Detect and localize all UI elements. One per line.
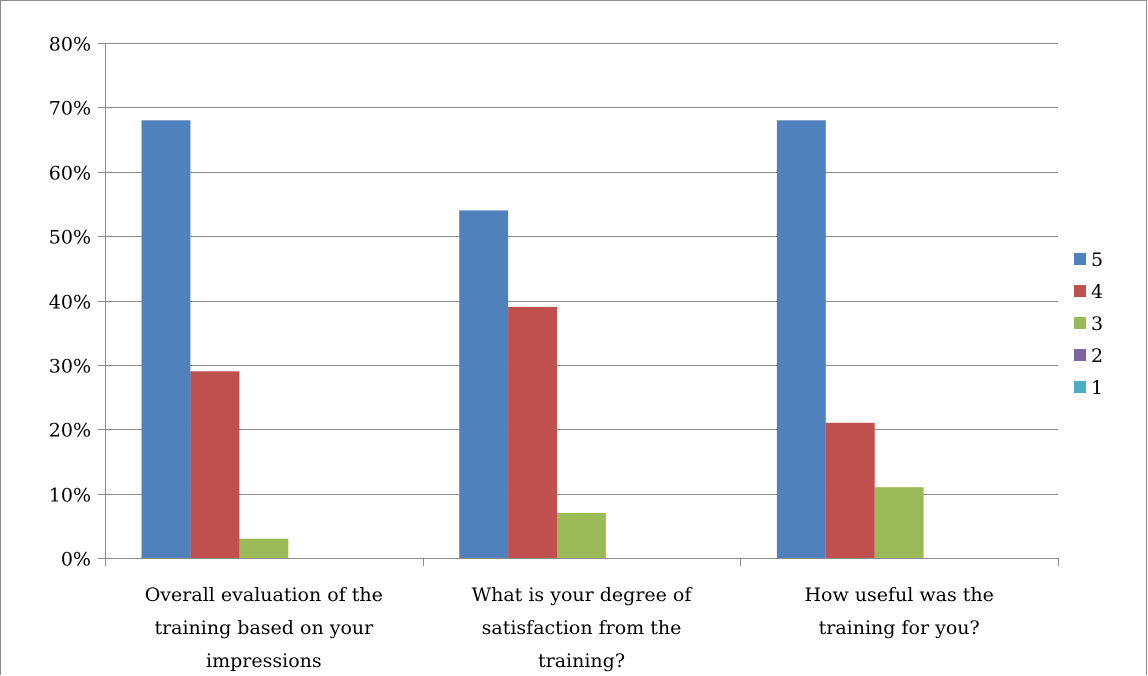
- y-tick-label: 60%: [49, 163, 91, 185]
- y-tick-label: 0%: [61, 549, 91, 571]
- legend-label-2: 2: [1091, 345, 1103, 367]
- x-category-label: How useful was the: [804, 584, 993, 606]
- y-tick-label: 80%: [49, 34, 91, 56]
- bar-series-4-category-3: [825, 422, 875, 558]
- y-tick-label: 20%: [49, 420, 91, 442]
- y-tick-label: 40%: [49, 292, 91, 314]
- bar-series-4-category-2: [508, 306, 557, 558]
- legend-label-1: 1: [1091, 377, 1103, 399]
- x-category-label: Overall evaluation of the: [145, 584, 383, 606]
- bar-series-5-category-3: [776, 120, 826, 559]
- legend-swatch-5: [1074, 253, 1086, 265]
- legend-swatch-2: [1074, 349, 1086, 361]
- bar-series-5-category-2: [459, 210, 509, 558]
- x-category-label: training for you?: [819, 617, 980, 639]
- x-category-label: What is your degree of: [472, 584, 694, 606]
- legend-swatch-4: [1074, 285, 1086, 297]
- bar-series-5-category-1: [141, 120, 191, 559]
- x-category-label: training?: [538, 650, 625, 672]
- y-axis-tick-labels: 0% 10% 20% 30% 40% 50% 60% 70% 80%: [49, 34, 91, 571]
- gridlines: [105, 43, 1058, 495]
- legend-label-5: 5: [1091, 249, 1103, 271]
- x-category-label: training based on your: [154, 617, 374, 639]
- legend-label-4: 4: [1091, 281, 1103, 303]
- bar-series-3-category-3: [874, 487, 924, 558]
- bar-series-4-category-1: [190, 371, 240, 558]
- legend-swatch-1: [1074, 381, 1086, 393]
- legend-label-3: 3: [1091, 313, 1103, 335]
- axes: [98, 43, 1059, 566]
- legend: 5 4 3 2 1: [1074, 249, 1103, 399]
- bars: [141, 120, 924, 559]
- legend-swatch-3: [1074, 317, 1086, 329]
- y-tick-label: 50%: [49, 227, 91, 249]
- x-category-label: satisfaction from the: [482, 617, 682, 639]
- y-tick-label: 10%: [49, 485, 91, 507]
- bar-series-3-category-1: [239, 538, 289, 558]
- x-axis-category-labels: Overall evaluation of the training based …: [145, 584, 994, 672]
- y-tick-label: 70%: [49, 98, 91, 120]
- bar-series-3-category-2: [557, 512, 606, 558]
- y-tick-label: 30%: [49, 356, 91, 378]
- x-category-label: impressions: [206, 650, 322, 672]
